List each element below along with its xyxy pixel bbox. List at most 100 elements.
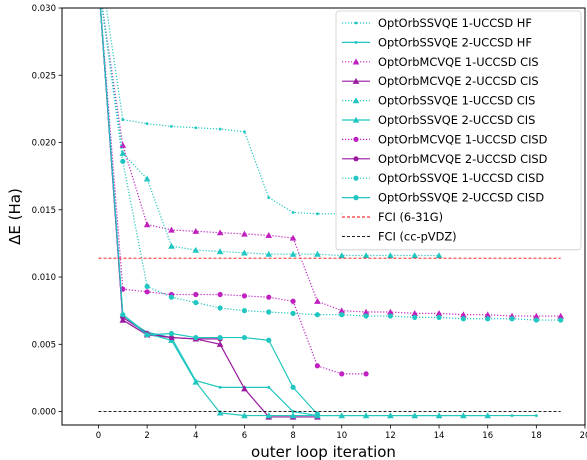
legend-marker — [352, 77, 360, 84]
data-point — [121, 118, 125, 122]
legend-marker — [353, 175, 359, 181]
x-tick-label: 20 — [580, 431, 587, 441]
data-point — [241, 412, 248, 419]
data-point — [436, 314, 442, 320]
legend-item: OptOrbMCVQE 1-UCCSD CIS — [342, 55, 539, 69]
data-point — [192, 378, 200, 385]
y-tick-label: 0.015 — [32, 206, 56, 216]
legend-item: OptOrbSSVQE 2-UCCSD CISD — [342, 191, 544, 205]
y-tick-label: 0.025 — [32, 71, 56, 81]
x-tick-label: 6 — [242, 431, 247, 441]
series-3 — [101, 8, 564, 319]
data-point — [217, 305, 223, 311]
data-point — [460, 311, 467, 318]
data-point — [291, 211, 295, 214]
data-point — [267, 385, 271, 389]
legend-label: OptOrbSSVQE 2-UCCSD HF — [378, 35, 532, 49]
data-point — [267, 196, 271, 200]
data-point — [314, 297, 321, 304]
data-point — [387, 313, 393, 319]
x-tick-label: 18 — [531, 431, 542, 441]
data-point — [557, 312, 564, 319]
data-point — [435, 252, 443, 259]
data-point — [193, 291, 199, 298]
data-point — [484, 412, 491, 419]
legend-item: OptOrbMCVQE 2-UCCSD CISD — [342, 152, 548, 166]
data-point — [509, 316, 515, 322]
x-axis-label: outer loop iteration — [251, 443, 396, 460]
data-point — [145, 122, 149, 126]
data-point — [241, 385, 248, 392]
y-tick-label: 0.005 — [32, 340, 56, 350]
data-point — [192, 246, 200, 253]
data-point — [363, 371, 369, 377]
plot-frame — [61, 7, 586, 426]
legend-marker — [353, 195, 359, 201]
legend-marker — [352, 116, 360, 123]
legend-label: OptOrbSSVQE 2-UCCSD CISD — [378, 191, 544, 205]
series-1 — [105, 8, 344, 216]
data-point — [241, 308, 248, 314]
legend-item: OptOrbSSVQE 2-UCCSD HF — [342, 35, 532, 49]
legend-marker — [354, 41, 358, 44]
series-9 — [101, 8, 564, 323]
series-line — [105, 8, 342, 215]
legend-item: OptOrbSSVQE 2-UCCSD CIS — [342, 113, 535, 127]
data-point — [266, 309, 272, 315]
data-point — [289, 412, 297, 419]
series-8 — [99, 8, 223, 342]
data-point — [339, 312, 345, 318]
data-point — [387, 308, 394, 315]
data-point — [241, 249, 248, 256]
y-tick-label: 0.000 — [32, 408, 56, 418]
data-point — [338, 252, 346, 259]
legend-label: OptOrbSSVQE 1-UCCSD CIS — [378, 94, 535, 108]
data-point — [435, 412, 443, 419]
data-point — [120, 312, 126, 318]
series-7 — [100, 8, 369, 377]
data-point — [218, 127, 222, 131]
data-point — [144, 332, 150, 338]
data-point — [290, 298, 296, 304]
data-point — [266, 337, 272, 343]
data-point — [460, 316, 466, 322]
series-line — [99, 8, 318, 418]
data-point — [387, 412, 394, 419]
legend-label: OptOrbSSVQE 1-UCCSD HF — [378, 16, 532, 30]
y-tick-label: 0.020 — [32, 139, 56, 149]
plot-area — [98, 8, 564, 420]
y-axis-label: ΔE (Ha) — [6, 188, 24, 245]
data-point — [194, 126, 198, 130]
data-point — [362, 412, 370, 419]
data-point — [290, 310, 296, 316]
data-point — [265, 250, 273, 257]
data-point — [314, 250, 321, 257]
data-point — [289, 250, 297, 257]
legend-marker — [353, 136, 359, 142]
legend-item: FCI (cc-pVDZ) — [342, 229, 457, 243]
data-point — [266, 294, 272, 300]
data-point — [411, 252, 419, 259]
data-point — [216, 248, 224, 255]
data-point — [485, 316, 491, 322]
legend-item: OptOrbMCVQE 2-UCCSD CIS — [342, 74, 539, 88]
data-point — [289, 234, 297, 241]
data-point — [119, 141, 127, 148]
data-point — [241, 230, 248, 237]
data-point — [558, 317, 564, 323]
legend-label: OptOrbMCVQE 1-UCCSD CIS — [378, 55, 539, 69]
legend-item: FCI (6-31G) — [342, 210, 443, 224]
x-tick-label: 14 — [434, 431, 445, 441]
data-point — [265, 232, 273, 238]
x-tick-label: 4 — [193, 431, 198, 441]
data-point — [217, 291, 223, 298]
data-point — [143, 221, 151, 228]
series-line — [99, 8, 318, 415]
legend-label: OptOrbSSVQE 1-UCCSD CISD — [378, 171, 544, 185]
data-point — [170, 124, 173, 128]
x-tick-label: 8 — [290, 431, 295, 441]
x-tick-label: 2 — [144, 431, 149, 441]
y-tick-label: 0.030 — [32, 4, 56, 14]
data-point — [291, 410, 295, 413]
